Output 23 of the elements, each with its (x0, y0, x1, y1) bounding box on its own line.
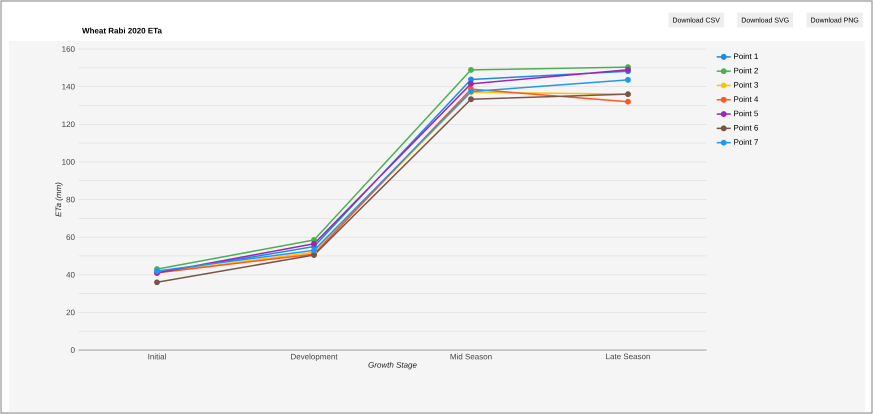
y-tick-label: 160 (62, 46, 75, 52)
y-tick-label: 140 (62, 84, 75, 90)
legend-label: Point 3 (734, 82, 758, 88)
legend-label: Point 7 (734, 139, 758, 145)
y-axis-title: ETa (mm) (55, 182, 63, 217)
chart-title: Wheat Rabi 2020 ETa (82, 28, 162, 34)
x-tick-label: Development (291, 354, 338, 362)
legend-label: Point 2 (734, 68, 758, 74)
y-tick-label: 20 (66, 310, 75, 316)
legend-label: Point 1 (734, 53, 758, 60)
y-tick-label: 40 (66, 272, 75, 278)
x-tick-label: Mid Season (450, 354, 492, 360)
legend-label: Point 5 (734, 110, 758, 116)
y-tick-label: 0 (70, 347, 75, 353)
y-tick-label: 100 (62, 159, 75, 165)
legend-label: Point 6 (734, 124, 758, 131)
legend-label: Point 4 (734, 96, 758, 102)
x-axis-title: Growth Stage (368, 362, 417, 370)
y-tick-label: 120 (62, 121, 75, 128)
y-tick-label: 80 (66, 196, 75, 202)
y-tick-label: 60 (66, 234, 75, 240)
x-tick-label: Late Season (606, 354, 650, 360)
x-tick-label: Initial (148, 354, 166, 360)
